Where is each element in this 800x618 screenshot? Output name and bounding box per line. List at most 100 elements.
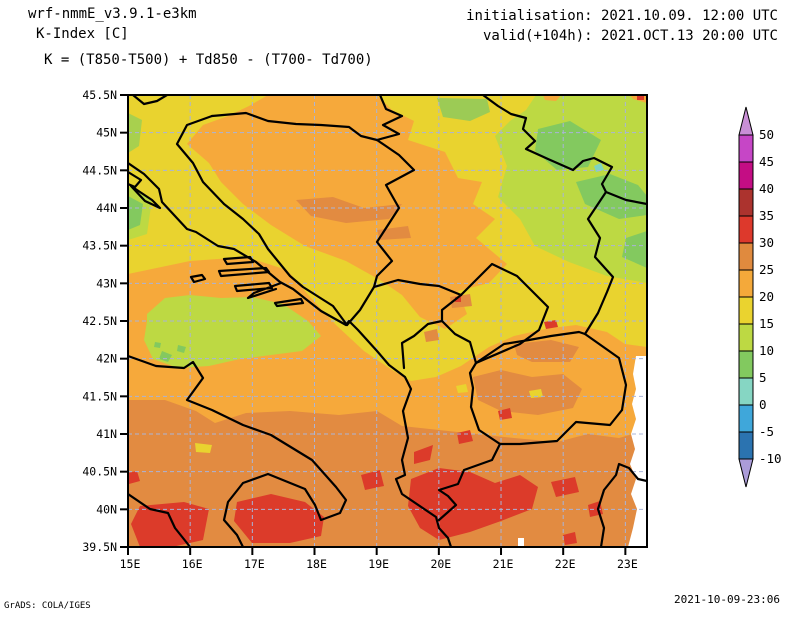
region-green-top-patch (437, 98, 490, 121)
region-red-sw-blob (131, 502, 209, 547)
region-red-top-corner-speck (637, 96, 644, 100)
region-red-sgreece-spot-1 (551, 477, 579, 497)
macedonia-greece-border (498, 408, 624, 446)
field-title: K-Index [C] (36, 26, 129, 42)
colorbar-seg-35-40 (738, 188, 754, 217)
italy-adriatic-coastline (128, 354, 348, 547)
region-yellow-spot-south (195, 443, 212, 453)
region-green-speck-1 (159, 351, 172, 362)
region-yellow-spot-mk-1 (529, 389, 543, 398)
region-green-speck-3 (154, 342, 161, 348)
lat-label: 45.5N (82, 88, 117, 102)
colorbar-seg-15-20 (738, 296, 754, 325)
region-green-ne-finger (622, 231, 647, 268)
lon-label: 17E (244, 557, 265, 571)
colorbar-label: 35 (759, 208, 774, 223)
lat-label: 40N (96, 502, 117, 516)
colorbar-label: 50 (759, 127, 774, 142)
montenegro-kosovo-border (440, 293, 463, 323)
lat-label: 44N (96, 201, 117, 215)
region-red-serbia-speck (544, 320, 558, 329)
lat-label: 41N (96, 427, 117, 441)
colorbar-label: 45 (759, 154, 774, 169)
colorbar-seg-5-10 (738, 350, 754, 379)
colorbar-seg-25-30 (738, 242, 754, 271)
italy-tyrrhenian-coastline (128, 492, 192, 547)
colorbar-label: 40 (759, 181, 774, 196)
lat-label: 43N (96, 276, 117, 290)
colorbar-seg-45-50 (738, 134, 754, 163)
lon-label: 20E (430, 557, 451, 571)
colorbar-label: -10 (759, 451, 782, 466)
creation-timestamp: 2021-10-09-23:06 (674, 593, 780, 606)
lat-label: 40.5N (82, 465, 117, 479)
region-green-ne-patch-1 (535, 121, 601, 170)
lat-label: 42N (96, 352, 117, 366)
region-darkorange-bosnia-patch (296, 197, 402, 223)
lon-label: 15E (120, 557, 141, 571)
croatia-albania-coastline (128, 161, 453, 547)
colorbar-label: 30 (759, 235, 774, 250)
grads-credit: GrADS: COLA/IGES (4, 601, 91, 611)
bosnia-montenegro-border (345, 285, 376, 327)
montenegro-serbia-border (372, 278, 463, 297)
region-red-albania-spot-2 (457, 430, 473, 444)
colorbar-label: 0 (759, 397, 767, 412)
lon-label: 23E (617, 557, 638, 571)
drina-border (372, 138, 416, 289)
lat-label: 45N (96, 126, 117, 140)
region-ygreen-adriatic-blob (144, 295, 321, 368)
lon-label: 22E (555, 557, 576, 571)
sava-border (210, 111, 379, 142)
montenegro-albania-border (400, 319, 444, 370)
lon-label: 16E (182, 557, 203, 571)
lon-label: 18E (306, 557, 327, 571)
k-index-formula: K = (T850-T500) + Td850 - (T700- Td700) (44, 52, 373, 68)
croatia-serbia-border (375, 95, 404, 142)
region-red-left-edge-spot (128, 471, 140, 484)
region-darkorange-macedonia (473, 370, 582, 415)
region-darkorange-albania-spot (424, 329, 439, 342)
macedonia-serbia-border (474, 330, 587, 365)
lon-label: 19E (368, 557, 389, 571)
serbia-bulgaria-border (583, 190, 615, 336)
colorbar-label: -5 (759, 424, 774, 439)
region-red-sgreece-spot-3 (563, 532, 577, 545)
colorbar-label: 25 (759, 262, 774, 277)
region-red-ionian-blob (234, 494, 324, 543)
colorbar-arrow-top (738, 106, 754, 136)
albania-greece-border (437, 442, 502, 522)
axes: 45.5N 45N 44.5N 44N 43.5N 43N 42.5N 42N 41.5N 41N… (82, 88, 637, 571)
colorbar-label: 5 (759, 370, 767, 385)
colorbar-label: 10 (759, 343, 774, 358)
region-green-left-strip (128, 196, 143, 230)
region-nodata-white-notch (518, 538, 524, 547)
macedonia-bulgaria-border (583, 332, 628, 412)
kosovo-serbia-border (459, 262, 550, 365)
macedonia-albania-border (468, 361, 502, 446)
colorbar-seg-10-15 (738, 323, 754, 352)
filled-contours (128, 95, 647, 547)
colorbar-seg-0-5 (738, 377, 754, 406)
region-orange-top-bit-1 (543, 95, 561, 101)
model-title: wrf-nmmE_v3.9.1-e3km (28, 6, 197, 22)
lat-label: 39.5N (82, 540, 117, 554)
colorbar-label: 15 (759, 316, 774, 331)
slovenia-croatia-border (131, 95, 169, 106)
valid-time: valid(+104h): 2021.OCT.13 20:00 UTC (482, 28, 778, 44)
run-info: initialisation: 2021.10.09. 12:00 UTC va… (466, 6, 778, 46)
colorbar-seg-20-25 (738, 269, 754, 298)
lat-label: 43.5N (82, 239, 117, 253)
init-time: initialisation: 2021.10.09. 12:00 UTC (466, 8, 778, 24)
colorbar-seg--5-0 (738, 404, 754, 433)
colorbar-seg-30-35 (738, 215, 754, 244)
coastlines-and-borders (128, 95, 647, 547)
croatia-bosnia-border (175, 114, 349, 327)
greece-aegean-coastline (596, 462, 647, 547)
lat-label: 44.5N (82, 163, 117, 177)
region-nodata-white-strip (628, 356, 647, 547)
lat-label: 42.5N (82, 314, 117, 328)
region-red-heel-spot (361, 470, 384, 490)
